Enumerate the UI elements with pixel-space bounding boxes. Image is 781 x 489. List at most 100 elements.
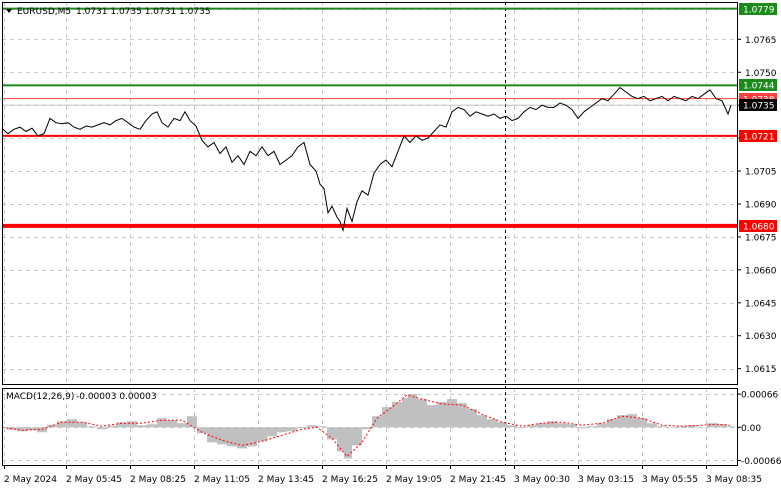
macd-histogram-bar [577,427,587,429]
macd-histogram-bar [657,426,667,428]
macd-histogram-bar [157,418,167,428]
macd-histogram-bar [237,427,247,449]
time-tick-label: 2 May 2024 [4,475,57,485]
price-tick-label: 1.0705 [745,168,777,178]
macd-histogram-bar [637,418,647,428]
macd-histogram-bar [717,424,727,428]
macd-histogram-bar [137,425,147,428]
level-tag-1.0779: 1.0779 [743,6,775,16]
macd-histogram-bar [247,427,257,447]
time-tick-label: 3 May 08:35 [706,475,762,485]
macd-histogram-bar [337,427,344,452]
macd-histogram-bar [402,398,408,428]
macd-histogram-bar [567,424,577,428]
price-tick-label: 1.0675 [745,233,777,243]
macd-histogram-bar [392,402,402,428]
macd-histogram-bar [707,423,717,428]
level-tag-1.0680: 1.0680 [743,223,775,233]
macd-histogram-bar [167,420,177,428]
macd-label: MACD(12,26,9) [6,392,74,402]
macd-histogram-bar [517,427,527,428]
macd-histogram-bar [437,402,447,428]
time-tick-label: 3 May 05:55 [642,475,698,485]
time-tick-label: 2 May 13:45 [258,475,314,485]
macd-histogram-bar [457,403,467,428]
time-tick-label: 2 May 08:25 [130,475,186,485]
level-tag-bg [739,99,777,111]
macd-histogram-bar [217,427,227,445]
macd-series [1,394,735,459]
price-tick-label: 1.0645 [745,299,777,309]
macd-histogram-bar [362,427,372,430]
chart-header: EURUSD,M5 1.0731 1.0735 1.0731 1.0735 [6,7,211,17]
ohlc-values: 1.0731 1.0735 1.0731 1.0735 [76,7,211,17]
macd-histogram-bar [627,414,637,428]
macd-axis: 0.00066 0.00 -0.00066 [737,391,781,467]
macd-histogram-bar [344,427,352,459]
time-axis: 2 May 2024 2 May 05:45 2 May 08:25 2 May 11… [4,465,762,485]
macd-histogram-bar [587,426,597,428]
macd-histogram-bar [727,426,735,428]
price-line [1,86,732,233]
macd-histogram-bar [408,394,417,428]
macd-histogram-bar [7,427,17,430]
macd-histogram-bar [497,422,507,428]
macd-histogram-bar [197,427,207,434]
macd-histogram-bar [117,422,127,428]
macd-histogram-bar [97,427,107,430]
macd-histogram-bar [647,423,657,428]
macd-histogram-bar [307,425,317,428]
macd-histogram-bar [667,427,677,428]
macd-histogram-bar [597,423,607,428]
level-tag-1.0744: 1.0744 [743,82,775,92]
level-tag-bg [739,220,777,232]
macd-histogram-bar [617,415,627,428]
time-tick-label: 2 May 16:25 [322,475,378,485]
macd-histogram-bar [297,427,307,429]
macd-histogram-bar [107,425,117,428]
time-tick-label: 2 May 19:05 [386,475,442,485]
level-tag-bg [739,79,777,91]
macd-tick-label: 0.00066 [741,391,778,401]
macd-tick-label: 0.00 [741,424,761,434]
macd-histogram-bar [277,427,287,433]
macd-histogram-bar [487,419,497,428]
macd-histogram-bar [57,421,67,428]
time-tick-label: 2 May 21:45 [450,475,506,485]
price-tick-label: 1.0615 [745,365,777,375]
macd-histogram-bar [372,416,382,428]
macd-histogram-bar [537,423,547,428]
macd-histogram-bar [417,399,427,428]
level-tag-1.0735: 1.0735 [743,102,775,112]
macd-histogram-bar [27,427,37,431]
time-tick-label: 3 May 00:30 [514,475,570,485]
price-tick-label: 1.0630 [745,332,777,342]
macd-histogram-bar [557,423,567,428]
macd-histogram-bar [267,427,277,437]
macd-histogram-bar [147,424,157,428]
macd-histogram-bar [447,399,457,428]
time-tick-label: 2 May 11:05 [194,475,250,485]
price-tick-label: 1.0690 [745,200,777,210]
main-panel-frame [2,2,738,385]
macd-histogram-bar [77,422,87,428]
macd-histogram-bar [697,427,707,428]
price-tick-label: 1.0765 [745,36,777,46]
price-tick-label: 1.0750 [745,69,777,79]
macd-histogram-bar [477,415,487,428]
macd-values: -0.00003 0.00003 [76,392,157,402]
price-tick-label: 1.0660 [745,266,777,276]
macd-histogram-bar [677,426,687,428]
macd-histogram-bar [177,423,187,428]
macd-histogram-bar [87,426,97,428]
dropdown-triangle-icon[interactable] [6,9,12,13]
macd-histogram-bar [382,407,392,428]
price-series [1,86,732,233]
macd-histogram-bar [327,427,337,440]
macd-histogram-bar [607,419,617,428]
macd-tick-label: -0.00066 [741,457,781,467]
macd-header: MACD(12,26,9) -0.00003 0.00003 [6,392,157,402]
macd-histogram-bar [257,427,267,442]
level-tag-1.0721: 1.0721 [743,133,775,143]
